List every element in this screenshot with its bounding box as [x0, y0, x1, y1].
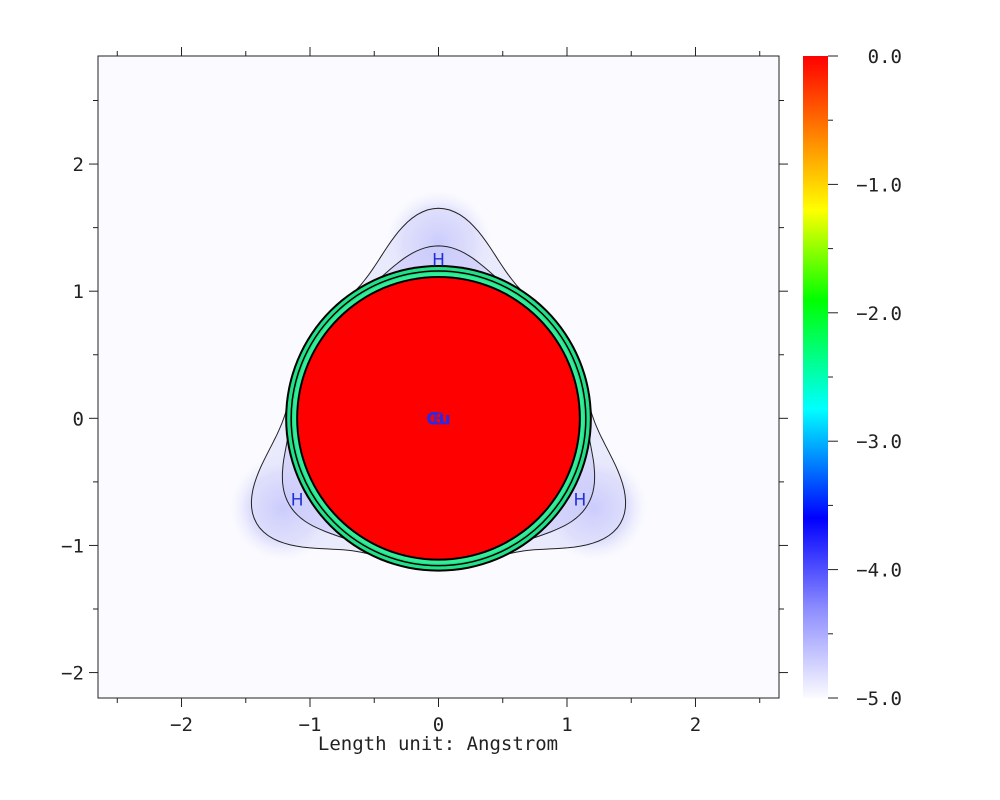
atom-label-h: H [291, 491, 304, 511]
colorbar-tick-label: −1.0 [856, 174, 902, 196]
y-tick-label: −2 [61, 663, 84, 685]
x-tick-label: 0 [433, 714, 444, 736]
core-ring-mid-line [290, 270, 587, 567]
atom-label-cu: Cu [426, 409, 451, 429]
colorbar [803, 56, 828, 698]
y-tick-label: 0 [73, 408, 84, 430]
x-tick-label: −2 [170, 714, 193, 736]
colorbar-tick-label: −4.0 [856, 560, 902, 582]
atom-label-h: H [432, 250, 445, 270]
colorbar-tick-label: 0.0 [868, 46, 902, 68]
colorbar-ticks-layer: 0.0 −1.0 −2.0 −3.0 −4.0 −5.0 [828, 46, 902, 710]
x-tick-label: 1 [561, 714, 572, 736]
atom-label-b: B [432, 409, 445, 429]
y-tick-label: −1 [61, 535, 84, 557]
atom-label-h: H [573, 491, 586, 511]
field-layer: H H H CuB [225, 185, 652, 572]
ticks-layer: −2 −1 0 1 2 −2 −1 0 1 2 [61, 47, 788, 736]
y-tick-label: 1 [73, 281, 84, 303]
colorbar-tick-label: −2.0 [856, 303, 902, 325]
colorbar-tick-label: −3.0 [856, 431, 902, 453]
x-axis-title: Length unit: Angstrom [318, 733, 558, 755]
y-tick-label: 2 [73, 154, 84, 176]
x-tick-label: −1 [299, 714, 322, 736]
colorbar-tick-label: −5.0 [856, 688, 902, 710]
core-region [298, 277, 579, 559]
x-tick-label: 2 [690, 714, 701, 736]
